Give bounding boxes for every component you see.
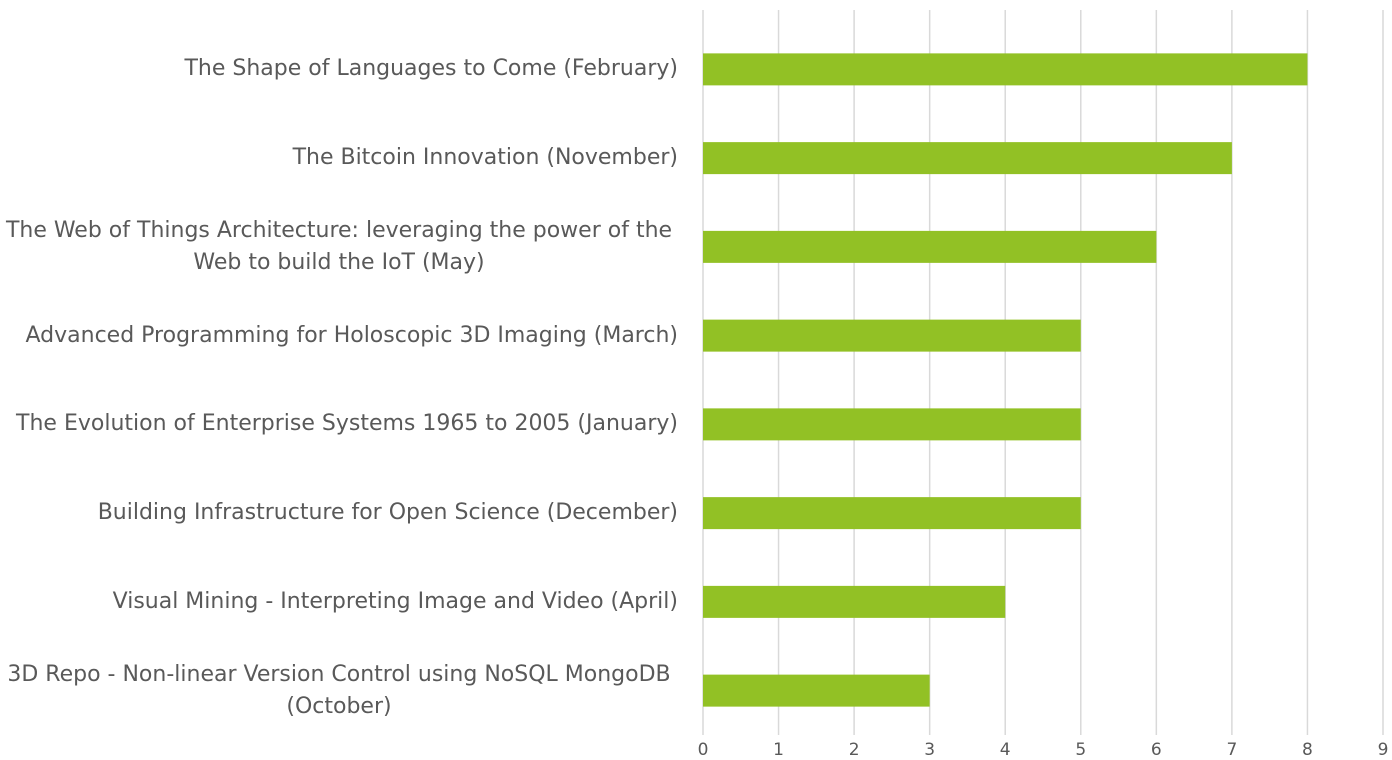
bar <box>703 319 1081 352</box>
x-tick-label: 8 <box>1302 740 1313 760</box>
y-tick-label: 3D Repo - Non-linear Version Control usi… <box>7 661 671 719</box>
bar <box>703 230 1157 263</box>
x-tick-label: 6 <box>1151 740 1162 760</box>
y-tick-label-box: The Shape of Languages to Come (February… <box>0 53 678 85</box>
bar <box>703 585 1006 618</box>
x-tick-label: 4 <box>1000 740 1011 760</box>
x-tick-label: 1 <box>773 740 784 760</box>
bar <box>703 674 930 707</box>
x-tick-label: 5 <box>1075 740 1086 760</box>
y-tick-label-box: Advanced Programming for Holoscopic 3D I… <box>0 320 678 352</box>
y-tick-label-box: 3D Repo - Non-linear Version Control usi… <box>0 659 678 723</box>
y-tick-label-box: The Web of Things Architecture: leveragi… <box>0 215 678 279</box>
y-tick-label-box: The Evolution of Enterprise Systems 1965… <box>0 408 678 440</box>
x-tick-label: 2 <box>849 740 860 760</box>
y-tick-label: The Evolution of Enterprise Systems 1965… <box>16 411 678 437</box>
y-tick-label-box: Visual Mining - Interpreting Image and V… <box>0 586 678 618</box>
x-tick-label: 7 <box>1226 740 1237 760</box>
y-tick-label: Visual Mining - Interpreting Image and V… <box>112 588 678 614</box>
y-tick-label: Building Infrastructure for Open Science… <box>97 500 678 526</box>
bar <box>703 53 1308 86</box>
y-tick-label: The Web of Things Architecture: leveragi… <box>5 217 673 275</box>
y-tick-label-box: The Bitcoin Innovation (November) <box>0 142 678 174</box>
x-tick-label: 0 <box>698 740 709 760</box>
x-tick-label: 3 <box>924 740 935 760</box>
y-tick-label: Advanced Programming for Holoscopic 3D I… <box>25 322 678 348</box>
x-tick-label: 9 <box>1378 740 1389 760</box>
y-tick-label-box: Building Infrastructure for Open Science… <box>0 497 678 529</box>
y-tick-label: The Bitcoin Innovation (November) <box>292 145 678 171</box>
bar <box>703 497 1081 530</box>
y-tick-label: The Shape of Languages to Come (February… <box>184 56 678 82</box>
bar <box>703 408 1081 441</box>
bar <box>703 142 1232 175</box>
